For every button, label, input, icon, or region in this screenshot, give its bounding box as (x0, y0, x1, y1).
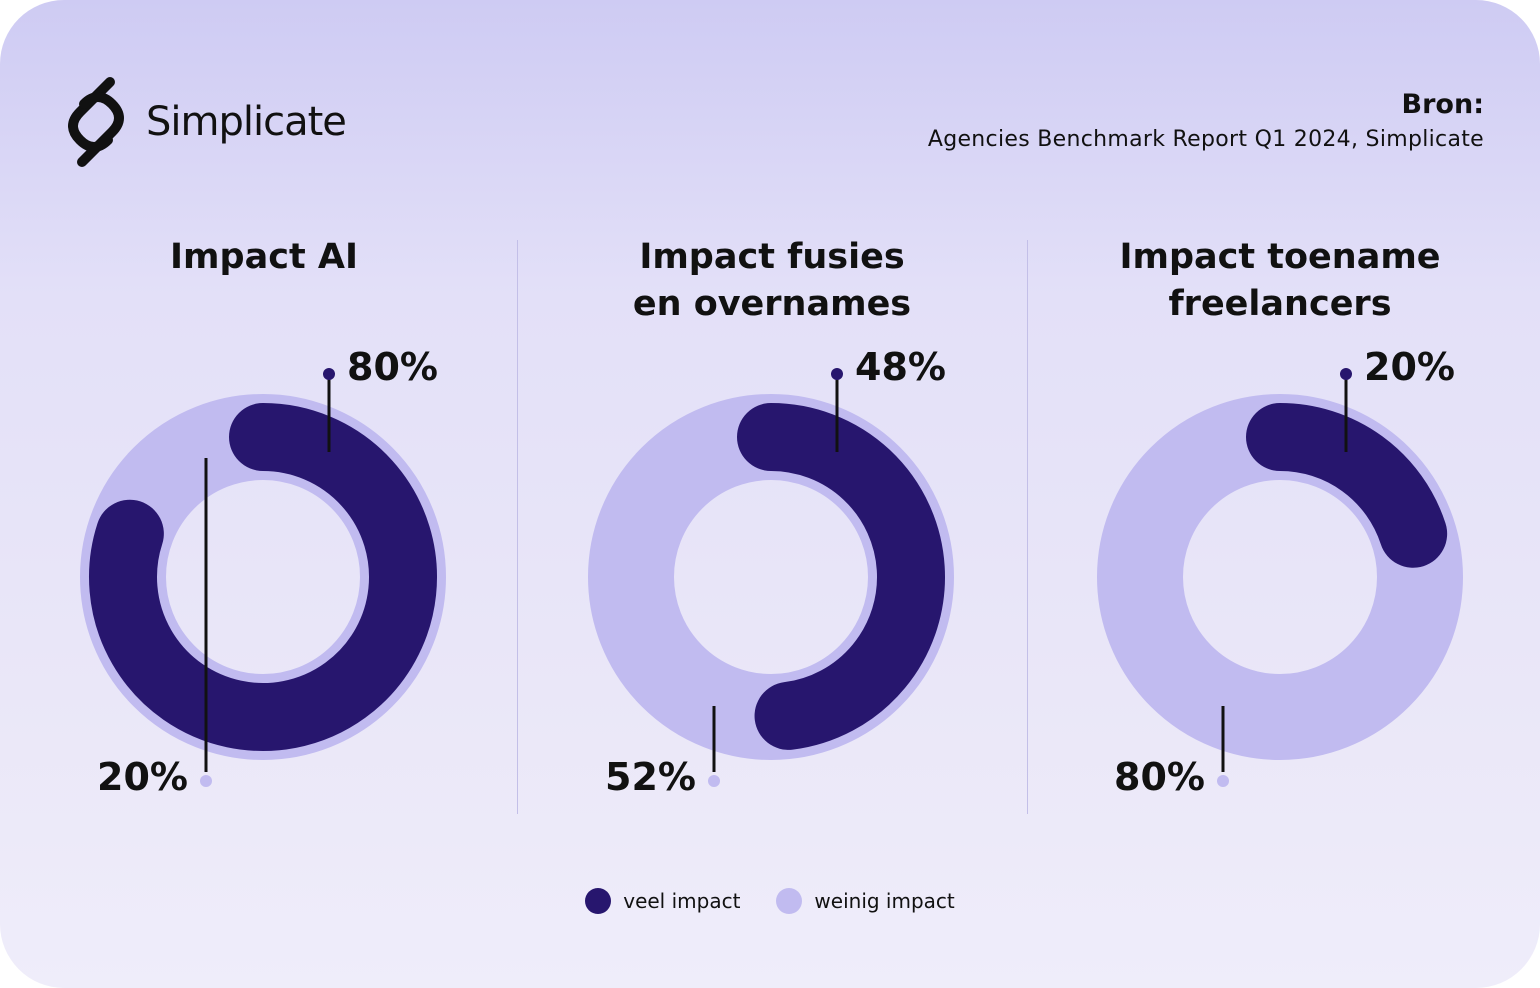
brand-logo: Simplicate (58, 72, 347, 172)
data-label-weinig-fusies: 52% (605, 755, 696, 799)
chart-title-ai-line: Impact AI (170, 237, 358, 277)
donut-slice-veel-ai (89, 403, 437, 751)
source-label: Bron: (1401, 89, 1484, 120)
legend-item-weinig: weinig impact (776, 888, 955, 914)
leader-dot-veel-fusies (831, 368, 843, 380)
data-label-weinig-ai: 20% (97, 755, 188, 799)
donut-slice-veel-fusies (737, 403, 945, 750)
data-label-veel-freelancers: 20% (1364, 345, 1455, 389)
chart-title-freelancers-line-1: Impact toename (1119, 237, 1441, 277)
legend-label-veel: veel impact (623, 889, 741, 913)
legend-swatch-weinig (776, 888, 803, 914)
data-label-veel-ai: 80% (347, 345, 438, 389)
chart-title-ai: Impact AI (24, 234, 504, 281)
data-label-weinig-freelancers: 80% (1114, 755, 1205, 799)
data-label-veel-fusies: 48% (855, 345, 946, 389)
donut-slice-veel-freelancers (1246, 403, 1448, 568)
legend: veel impact weinig impact (0, 888, 1540, 914)
source-block: Bron: Agencies Benchmark Report Q1 2024,… (928, 88, 1484, 156)
leader-dot-weinig-freelancers (1217, 775, 1229, 787)
chart-title-fusies: Impact fusies en overnames (532, 234, 1012, 328)
chart-title-freelancers-line-2: freelancers (1168, 284, 1392, 324)
simplicate-logo-icon (68, 77, 124, 167)
legend-item-veel: veel impact (585, 888, 740, 914)
source-text: Agencies Benchmark Report Q1 2024, Simpl… (927, 127, 1484, 152)
chart-title-fusies-line-2: en overnames (632, 284, 912, 324)
leader-dot-weinig-fusies (708, 775, 720, 787)
panel-divider (1027, 240, 1028, 814)
legend-swatch-veel (585, 888, 612, 914)
leader-dot-weinig-ai (200, 775, 212, 787)
leader-dot-veel-freelancers (1340, 368, 1352, 380)
legend-label-weinig: weinig impact (814, 889, 955, 913)
chart-title-freelancers: Impact toename freelancers (1040, 234, 1520, 328)
brand-name: Simplicate (146, 99, 347, 145)
leader-dot-veel-ai (323, 368, 335, 380)
chart-title-fusies-line-1: Impact fusies (639, 237, 905, 277)
panel-divider (517, 240, 518, 814)
